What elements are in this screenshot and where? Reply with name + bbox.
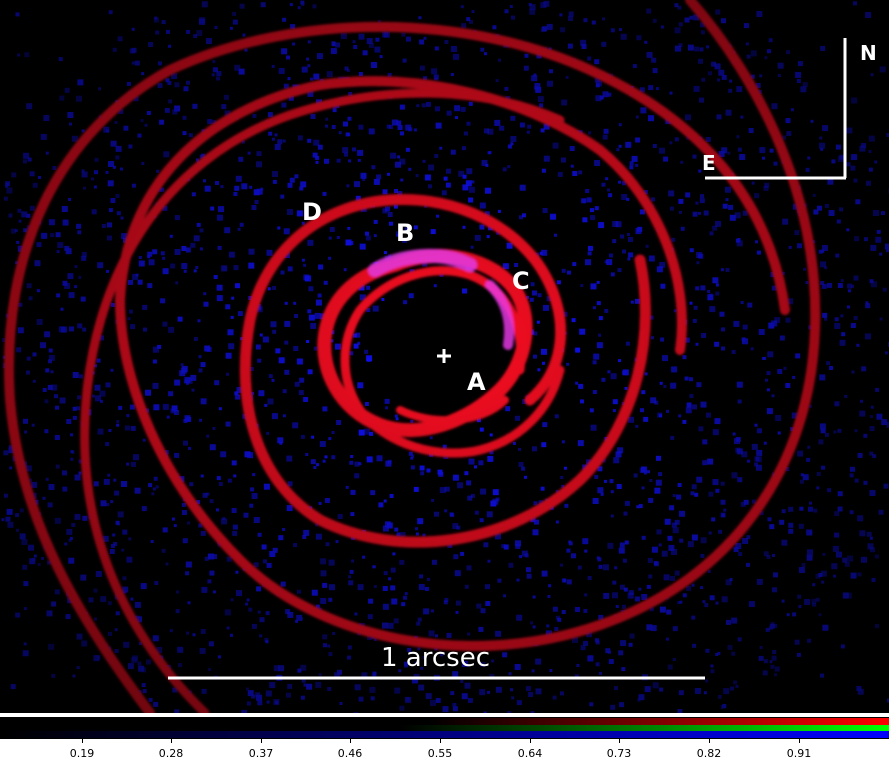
compass-indicator	[705, 38, 847, 180]
colorbar-tick	[530, 739, 531, 743]
colorbar-tick-label: 0.28	[158, 747, 184, 760]
astronomical-image: A B C D N E 1 arcsec	[0, 0, 889, 713]
label-c: C	[512, 267, 530, 295]
center-cross-marker	[437, 349, 451, 363]
colorbar-tick	[619, 739, 620, 743]
colorbar-tick	[350, 739, 351, 743]
colorbar: 0.19 0.28 0.37 0.46 0.55 0.64 0.73 0.82 0.91	[0, 713, 889, 763]
colorbar-green-band	[0, 724, 889, 732]
colorbar-tick	[82, 739, 83, 743]
colorbar-ticks: 0.19 0.28 0.37 0.46 0.55 0.64 0.73 0.82 0.91	[0, 739, 889, 763]
colorbar-tick	[440, 739, 441, 743]
label-b: B	[396, 219, 415, 247]
colorbar-strip	[0, 717, 889, 739]
colorbar-red-band	[0, 718, 889, 725]
scale-bar-label: 1 arcsec	[381, 643, 490, 673]
colorbar-tick-label: 0.82	[696, 747, 722, 760]
colorbar-tick-label: 0.64	[517, 747, 543, 760]
colorbar-tick	[171, 739, 172, 743]
colorbar-tick-label: 0.19	[69, 747, 95, 760]
label-a: A	[467, 368, 486, 396]
label-d: D	[302, 198, 322, 226]
colorbar-blue-band	[0, 731, 889, 738]
colorbar-tick-label: 0.73	[606, 747, 632, 760]
colorbar-tick-label: 0.46	[337, 747, 363, 760]
colorbar-tick	[799, 739, 800, 743]
compass-north-label: N	[860, 41, 877, 65]
spiral-image-svg	[0, 0, 889, 713]
colorbar-tick-label: 0.91	[786, 747, 812, 760]
colorbar-tick	[261, 739, 262, 743]
colorbar-tick	[709, 739, 710, 743]
colorbar-tick-label: 0.55	[427, 747, 453, 760]
compass-east-label: E	[702, 151, 716, 175]
colorbar-tick-label: 0.37	[248, 747, 274, 760]
